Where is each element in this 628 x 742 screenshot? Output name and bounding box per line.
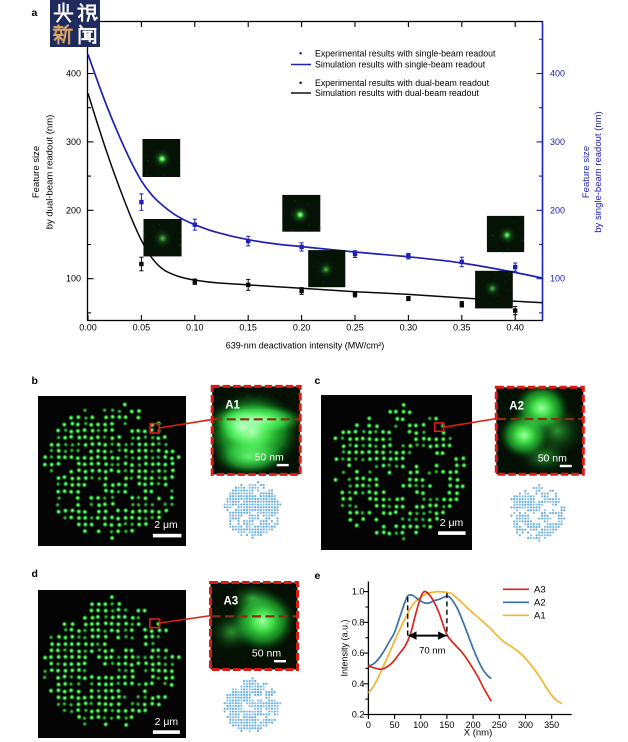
svg-text:100: 100 (66, 274, 81, 284)
svg-text:0.10: 0.10 (186, 323, 204, 333)
svg-text:639-nm deactivation intensity: 639-nm deactivation intensity (MW/cm²) (226, 341, 385, 351)
svg-text:by dual-beam readout (nm): by dual-beam readout (nm) (45, 115, 56, 230)
svg-text:0.2: 0.2 (352, 710, 365, 720)
svg-text:0.8: 0.8 (352, 617, 365, 627)
svg-text:b: b (32, 375, 38, 387)
svg-text:0.30: 0.30 (400, 323, 418, 333)
svg-text:200: 200 (466, 720, 481, 730)
svg-text:Simulation results with dual-b: Simulation results with dual-beam readou… (315, 88, 479, 98)
svg-text:A3: A3 (224, 596, 239, 608)
svg-text:300: 300 (550, 137, 565, 147)
svg-text:0.00: 0.00 (79, 323, 97, 333)
svg-text:2 μm: 2 μm (155, 716, 179, 728)
svg-text:Feature size: Feature size (581, 146, 592, 198)
svg-text:A3: A3 (534, 585, 546, 596)
svg-text:Experimental results with sing: Experimental results with single-beam re… (315, 49, 496, 59)
svg-text:by single-beam readout (nm): by single-beam readout (nm) (593, 111, 604, 232)
svg-text:a: a (32, 7, 38, 19)
svg-text:100: 100 (413, 720, 428, 730)
svg-text:200: 200 (550, 205, 565, 215)
svg-text:Experimental results with dual: Experimental results with dual-beam read… (315, 78, 490, 88)
svg-text:0.15: 0.15 (239, 323, 257, 333)
svg-text:0.25: 0.25 (346, 323, 364, 333)
svg-text:50 nm: 50 nm (252, 648, 281, 660)
svg-text:X (nm): X (nm) (464, 728, 493, 739)
svg-text:0: 0 (366, 720, 371, 730)
svg-text:300: 300 (518, 720, 533, 730)
svg-text:A2: A2 (534, 598, 546, 609)
svg-text:A1: A1 (225, 399, 240, 411)
svg-text:400: 400 (550, 69, 565, 79)
svg-text:350: 350 (544, 720, 559, 730)
svg-text:0.4: 0.4 (352, 679, 365, 689)
svg-text:50: 50 (390, 720, 400, 730)
svg-text:2 μm: 2 μm (440, 517, 464, 529)
svg-text:A2: A2 (509, 400, 524, 412)
svg-text:70 nm: 70 nm (419, 646, 445, 657)
svg-text:250: 250 (492, 720, 507, 730)
svg-text:c: c (315, 375, 321, 387)
svg-text:0.6: 0.6 (352, 648, 365, 658)
svg-text:1.0: 1.0 (352, 587, 365, 597)
svg-text:Simulation results with single: Simulation results with single-beam read… (315, 60, 486, 70)
svg-text:2 μm: 2 μm (154, 519, 178, 531)
svg-text:0.20: 0.20 (293, 323, 311, 333)
svg-text:Feature size: Feature size (31, 146, 42, 198)
svg-text:Intensity (a.u.): Intensity (a.u.) (340, 619, 350, 676)
svg-text:200: 200 (66, 205, 81, 215)
svg-text:0.35: 0.35 (453, 323, 471, 333)
svg-text:300: 300 (66, 137, 81, 147)
svg-text:50 nm: 50 nm (538, 452, 567, 464)
svg-text:400: 400 (66, 69, 81, 79)
svg-text:0.05: 0.05 (133, 323, 151, 333)
svg-text:A1: A1 (534, 611, 546, 622)
svg-text:d: d (32, 568, 38, 580)
svg-text:0.40: 0.40 (506, 323, 524, 333)
svg-text:100: 100 (550, 274, 565, 284)
svg-text:50 nm: 50 nm (255, 451, 284, 463)
svg-text:150: 150 (439, 720, 454, 730)
svg-text:e: e (315, 570, 321, 582)
